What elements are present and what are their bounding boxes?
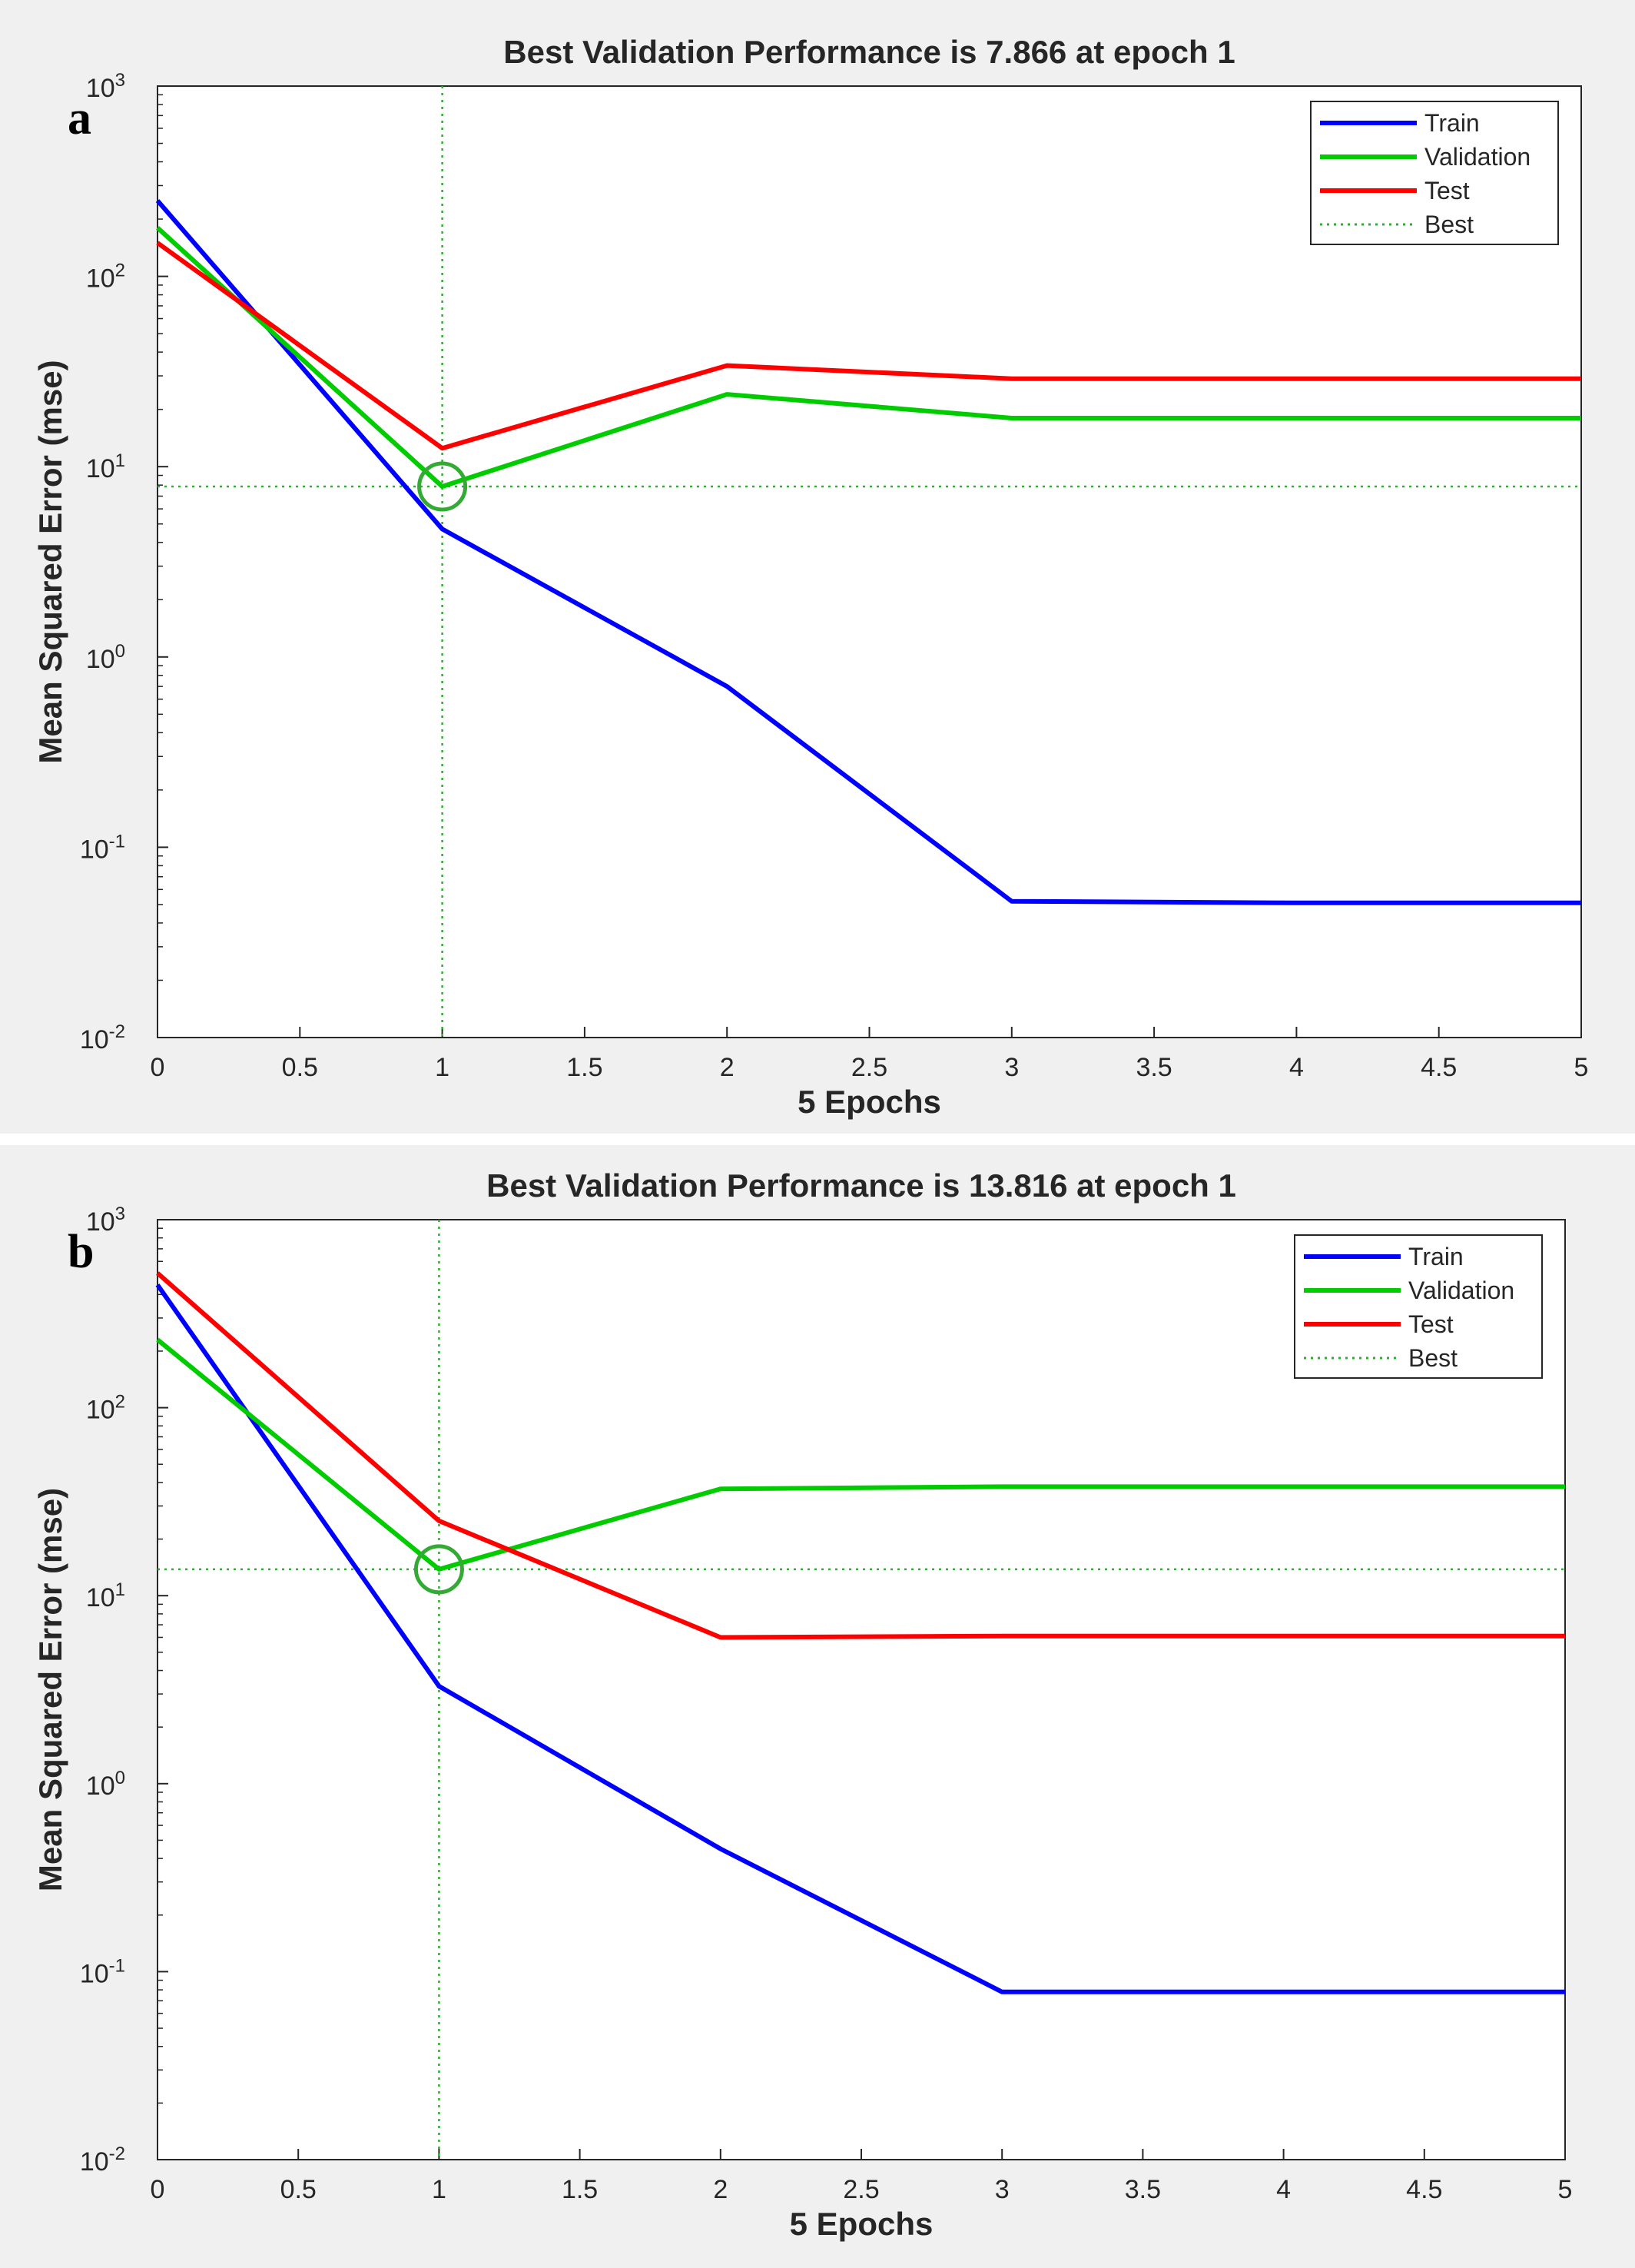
- chart-title: Best Validation Performance is 7.866 at …: [503, 34, 1235, 70]
- legend-label: Validation: [1408, 1277, 1514, 1304]
- legend-label: Validation: [1424, 143, 1531, 171]
- x-tick-label: 2.5: [843, 2175, 879, 2204]
- chart-title: Best Validation Performance is 13.816 at…: [486, 1167, 1236, 1204]
- x-tick-label: 5: [1574, 1053, 1589, 1082]
- x-tick-label: 3: [1004, 1053, 1019, 1082]
- best-marker: [413, 1544, 464, 1595]
- x-axis-label: 5 Epochs: [790, 2206, 934, 2242]
- x-tick-label: 3.5: [1136, 1053, 1172, 1082]
- y-tick-label: 10-2: [80, 1021, 125, 1054]
- y-tick-label: 100: [86, 1768, 125, 1801]
- legend-label: Train: [1424, 109, 1480, 137]
- legend-label: Train: [1408, 1243, 1464, 1270]
- x-tick-label: 0: [151, 2175, 165, 2204]
- x-tick-label: 2: [713, 2175, 728, 2204]
- y-tick-label: 101: [86, 450, 125, 483]
- series-line-test: [156, 1271, 1565, 1640]
- legend: Train Validation Test Best: [1294, 1234, 1543, 1379]
- y-tick-label: 100: [86, 641, 125, 674]
- y-tick-label: 10-1: [80, 831, 125, 864]
- y-tick-label: 102: [86, 1392, 125, 1425]
- y-tick-label: 102: [86, 261, 125, 294]
- x-tick-label: 1: [432, 2175, 446, 2204]
- x-tick-label: 4.5: [1406, 2175, 1442, 2204]
- series-line-train: [155, 1283, 1565, 1994]
- x-axis-label: 5 Epochs: [798, 1084, 941, 1120]
- y-axis-label: Mean Squared Error (mse): [32, 1488, 68, 1891]
- x-tick-label: 2: [720, 1053, 735, 1082]
- y-tick-label: 103: [86, 1204, 125, 1237]
- panel-label: a: [68, 92, 91, 144]
- series-line-test: [156, 241, 1581, 451]
- panel-label: b: [68, 1226, 94, 1278]
- legend-label: Test: [1424, 177, 1470, 204]
- chart-svg: Best Validation Performance is 13.816 at…: [32, 1167, 1573, 2242]
- x-tick-label: 1: [435, 1053, 449, 1082]
- chart-svg: Best Validation Performance is 7.866 at …: [32, 34, 1589, 1120]
- y-axis-label: Mean Squared Error (mse): [32, 360, 68, 763]
- legend: Train Validation Test Best: [1310, 101, 1559, 245]
- series-line-train: [155, 199, 1581, 905]
- x-tick-label: 4: [1276, 2175, 1291, 2204]
- y-tick-label: 103: [86, 70, 125, 103]
- x-tick-label: 0.5: [282, 1053, 318, 1082]
- x-tick-label: 3.5: [1125, 2175, 1161, 2204]
- legend-label: Best: [1424, 211, 1474, 238]
- chart-panel-b: Best Validation Performance is 13.816 at…: [0, 1145, 1635, 2268]
- x-tick-label: 4: [1289, 1053, 1304, 1082]
- series-line-validation: [156, 1337, 1565, 1572]
- legend-label: Best: [1408, 1344, 1458, 1372]
- x-tick-label: 3: [995, 2175, 1010, 2204]
- x-tick-label: 0.5: [280, 2175, 317, 2204]
- x-tick-label: 4.5: [1421, 1053, 1457, 1082]
- legend-label: Test: [1408, 1310, 1454, 1338]
- y-tick-label: 10-1: [80, 1955, 125, 1988]
- x-tick-label: 5: [1558, 2175, 1573, 2204]
- x-tick-label: 1.5: [562, 2175, 598, 2204]
- chart-panel-a: Best Validation Performance is 7.866 at …: [0, 0, 1635, 1134]
- x-tick-label: 2.5: [851, 1053, 887, 1082]
- series-line-validation: [155, 226, 1581, 490]
- y-tick-label: 101: [86, 1579, 125, 1612]
- best-marker: [417, 461, 468, 512]
- y-tick-label: 10-2: [80, 2143, 125, 2177]
- x-tick-label: 0: [151, 1053, 165, 1082]
- x-tick-label: 1.5: [566, 1053, 602, 1082]
